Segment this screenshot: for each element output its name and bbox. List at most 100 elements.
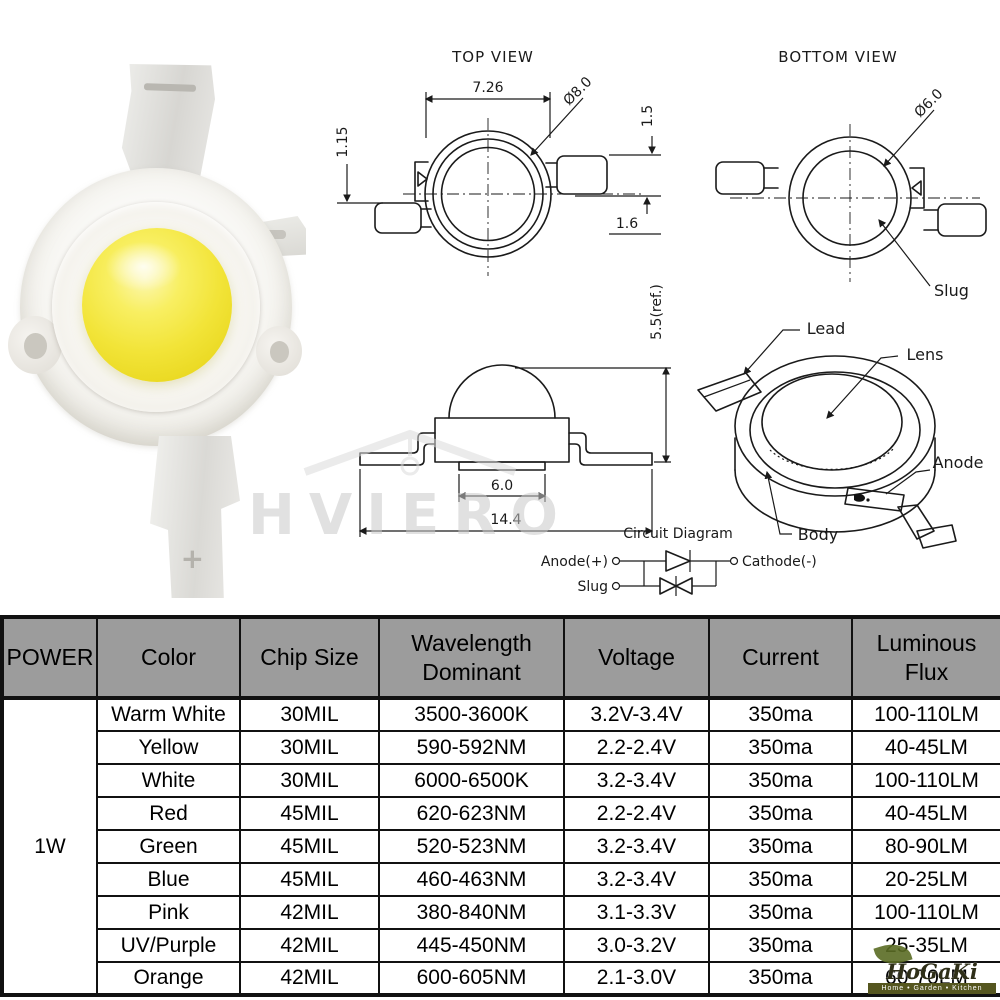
cell-chip_size: 30MIL	[239, 697, 380, 732]
side-view-dim-span: 14.4	[490, 512, 521, 528]
led-yellow-dome	[82, 228, 232, 382]
table-row: White 30MIL 6000-6500K 3.2-3.4V 350ma 100-110…	[2, 763, 1000, 798]
led-body-flange	[8, 168, 302, 446]
corner-watermark: HoGaKi Home • Garden • Kitchen	[868, 938, 996, 994]
led-bottom-lead: +	[150, 436, 240, 598]
anode-label: Anode	[933, 453, 984, 472]
cell-chip_size: 42MIL	[239, 928, 380, 963]
bottom-view-title: BOTTOM VIEW	[778, 48, 897, 66]
cell-voltage: 3.1-3.3V	[563, 895, 710, 930]
cell-voltage: 3.2-3.4V	[563, 763, 710, 798]
brand-tagline: Home • Garden • Kitchen	[868, 983, 996, 994]
top-view-dim-left: 1.15	[335, 126, 351, 157]
header-wavelength: Wavelength Dominant	[378, 616, 565, 700]
cell-current: 350ma	[708, 928, 853, 963]
side-view-dim-slug: 6.0	[491, 478, 513, 494]
cell-wavelength: 520-523NM	[378, 829, 565, 864]
cell-current: 350ma	[708, 829, 853, 864]
circuit-slug-label: Slug	[577, 579, 608, 595]
table-row: Blue 45MIL 460-463NM 3.2-3.4V 350ma 20-25LM	[2, 862, 1000, 897]
cell-flux: 20-25LM	[851, 862, 1000, 897]
cell-flux: 40-45LM	[851, 730, 1000, 765]
body-label: Body	[798, 525, 838, 544]
circuit-cathode-label: Cathode(-)	[742, 554, 817, 570]
cell-color: Orange	[96, 961, 241, 996]
cell-color: Yellow	[96, 730, 241, 765]
cell-flux: 100-110LM	[851, 895, 1000, 930]
cell-current: 350ma	[708, 796, 853, 831]
cell-current: 350ma	[708, 862, 853, 897]
lead-label: Lead	[807, 319, 845, 338]
led-product-photo: +	[8, 56, 306, 598]
bottom-view-drawing: BOTTOM VIEW Ø6.0 Slug	[715, 48, 987, 300]
top-view-dim-right-bottom: 1.6	[616, 216, 638, 232]
cell-wavelength: 6000-6500K	[378, 763, 565, 798]
cell-wavelength: 590-592NM	[378, 730, 565, 765]
cell-flux: 80-90LM	[851, 829, 1000, 864]
top-view-dim-right-top: 1.5	[640, 105, 656, 127]
cell-current: 350ma	[708, 895, 853, 930]
cell-flux: 100-110LM	[851, 763, 1000, 798]
cell-wavelength: 620-623NM	[378, 796, 565, 831]
side-view-drawing: 6.0 14.4 5.5(ref.)	[358, 284, 671, 537]
header-chip-size: Chip Size	[239, 616, 380, 700]
brand-name: HoGaKi	[886, 959, 978, 984]
header-current: Current	[708, 616, 853, 700]
cell-flux: 25-35LM	[851, 928, 1000, 963]
cell-voltage: 2.2-2.4V	[563, 796, 710, 831]
cell-current: 350ma	[708, 730, 853, 765]
cell-chip_size: 42MIL	[239, 895, 380, 930]
top-view-title: TOP VIEW	[451, 48, 534, 66]
circuit-diagram: Circuit Diagram Anode(+) Slug Cathode(-)	[541, 526, 817, 596]
power-value-cell: 1W	[1, 697, 98, 996]
header-voltage: Voltage	[563, 616, 710, 700]
cell-voltage: 2.1-3.0V	[563, 961, 710, 996]
table-header-row: POWER Color Chip Size Wavelength Dominan…	[1, 616, 1000, 700]
cell-color: Pink	[96, 895, 241, 930]
cell-chip_size: 45MIL	[239, 796, 380, 831]
slug-label: Slug	[934, 281, 969, 300]
table-row: Red 45MIL 620-623NM 2.2-2.4V 350ma 40-45LM	[2, 796, 1000, 831]
led-mount-hole-right	[256, 326, 302, 376]
cell-flux: 40-45LM	[851, 796, 1000, 831]
cell-chip_size: 42MIL	[239, 961, 380, 996]
cell-chip_size: 45MIL	[239, 862, 380, 897]
perspective-drawing: Lead Lens Anode Body	[697, 319, 984, 549]
cell-voltage: 2.2-2.4V	[563, 730, 710, 765]
circuit-title: Circuit Diagram	[623, 526, 733, 542]
cell-color: Red	[96, 796, 241, 831]
header-power: POWER	[1, 616, 98, 700]
table-row: UV/Purple 42MIL 445-450NM 3.0-3.2V 350ma 25-3…	[2, 928, 1000, 963]
cell-color: Blue	[96, 862, 241, 897]
side-view-dim-height: 5.5(ref.)	[649, 284, 665, 340]
cell-voltage: 3.2-3.4V	[563, 829, 710, 864]
table-row: Orange 42MIL 600-605NM 2.1-3.0V 350ma 60-70LM	[2, 961, 1000, 996]
top-view-dim-width: 7.26	[472, 80, 503, 96]
circuit-anode-label: Anode(+)	[541, 554, 608, 570]
lens-label: Lens	[907, 345, 944, 364]
cell-chip_size: 30MIL	[239, 730, 380, 765]
header-color: Color	[96, 616, 241, 700]
cell-wavelength: 3500-3600K	[378, 697, 565, 732]
spec-table-body: 1W Warm White 30MIL 3500-3600K 3.2V-3.4V 350m…	[1, 697, 1000, 996]
cell-current: 350ma	[708, 697, 853, 732]
cell-color: Warm White	[96, 697, 241, 732]
cell-wavelength: 380-840NM	[378, 895, 565, 930]
top-view-drawing: TOP VIEW 7.26 Ø8.0 1.15 1.5 1.6	[335, 48, 661, 276]
cell-voltage: 3.0-3.2V	[563, 928, 710, 963]
cell-current: 350ma	[708, 763, 853, 798]
cell-voltage: 3.2V-3.4V	[563, 697, 710, 732]
table-row: Pink 42MIL 380-840NM 3.1-3.3V 350ma 100-110LM	[2, 895, 1000, 930]
polarity-plus-mark: +	[180, 542, 205, 576]
cell-voltage: 3.2-3.4V	[563, 862, 710, 897]
cell-wavelength: 445-450NM	[378, 928, 565, 963]
cell-color: UV/Purple	[96, 928, 241, 963]
spec-table: POWER Color Chip Size Wavelength Dominan…	[0, 615, 1000, 997]
cell-color: White	[96, 763, 241, 798]
cell-chip_size: 45MIL	[239, 829, 380, 864]
table-row: 1W Warm White 30MIL 3500-3600K 3.2V-3.4V 350m…	[1, 697, 1000, 996]
header-luminous-flux: Luminous Flux	[851, 616, 1000, 700]
cell-current: 350ma	[708, 961, 853, 996]
cell-wavelength: 600-605NM	[378, 961, 565, 996]
